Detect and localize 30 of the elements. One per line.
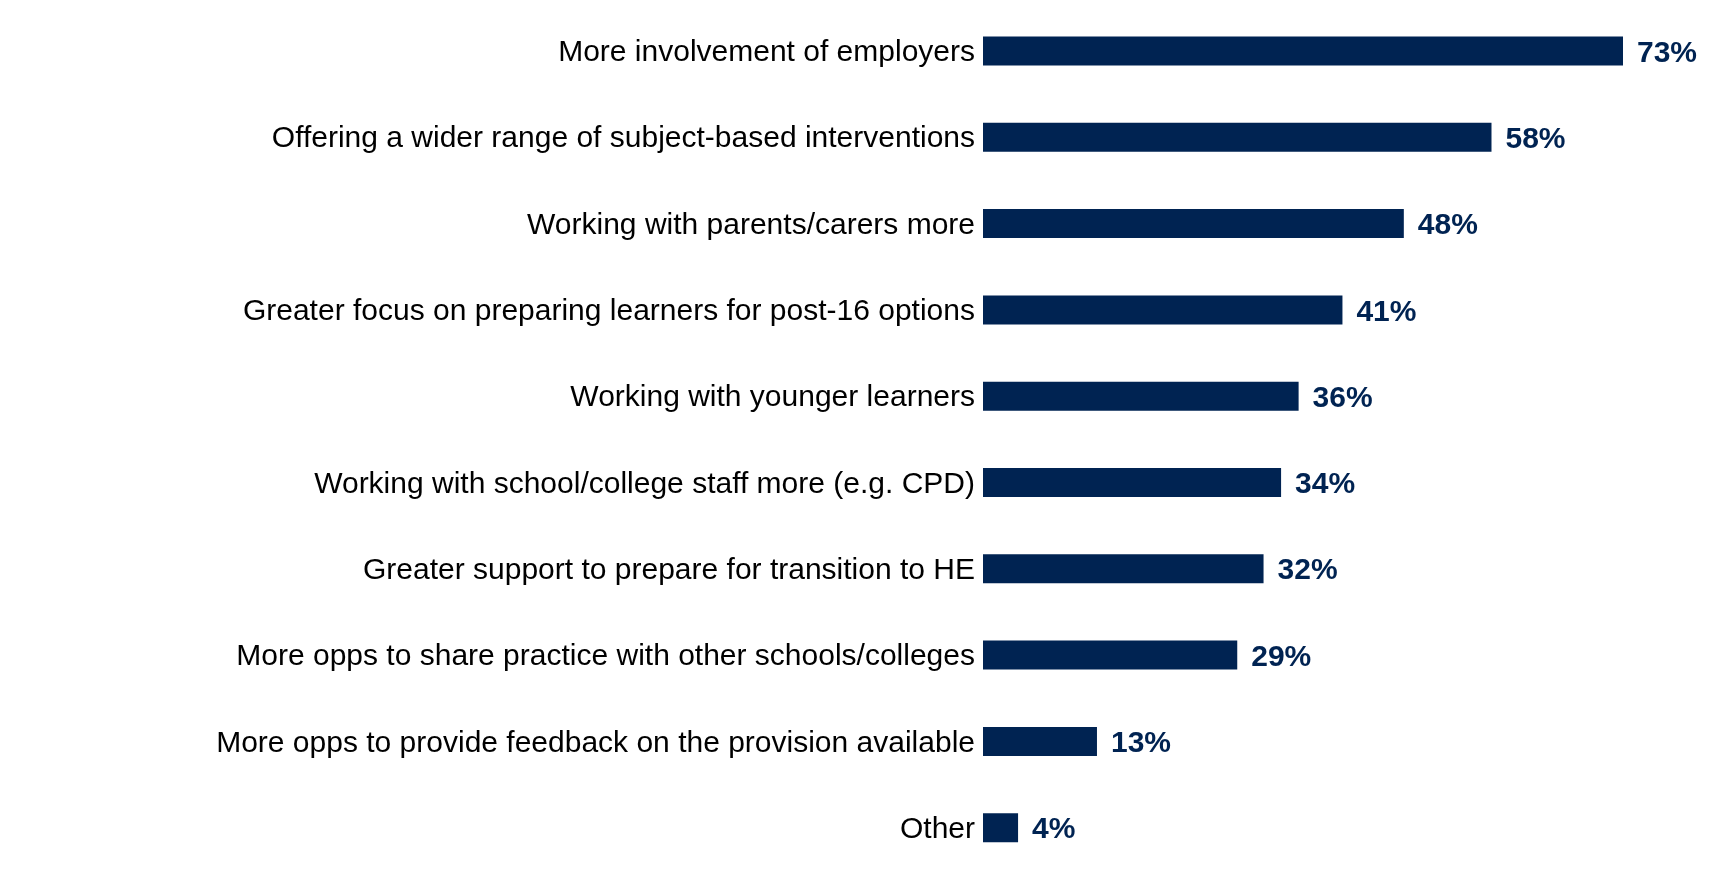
y-tick-label: More opps to share practice with other schools/colleges bbox=[236, 638, 975, 672]
bar bbox=[983, 554, 1264, 584]
data-label: 29% bbox=[1251, 638, 1312, 672]
data-label: 4% bbox=[1032, 811, 1076, 845]
y-tick-label: Working with younger learners bbox=[570, 379, 975, 413]
y-tick-label: Offering a wider range of subject-based interventions bbox=[271, 120, 975, 154]
bar bbox=[983, 122, 1492, 152]
y-tick-label: More involvement of employers bbox=[558, 34, 975, 68]
data-label: 13% bbox=[1110, 725, 1172, 759]
data-label: 41% bbox=[1356, 293, 1417, 327]
y-tick-label: Other bbox=[899, 810, 976, 844]
data-label: 32% bbox=[1277, 552, 1338, 586]
data-label: 58% bbox=[1505, 120, 1566, 154]
bar bbox=[983, 813, 1019, 843]
y-tick-label: Greater focus on preparing learners for post-16 options bbox=[242, 293, 975, 327]
bar bbox=[983, 36, 1623, 66]
bar bbox=[983, 640, 1238, 670]
bar bbox=[983, 209, 1404, 239]
data-label: 34% bbox=[1295, 466, 1356, 500]
y-tick-label: More opps to provide feedback on the provision available bbox=[216, 724, 975, 758]
bar bbox=[983, 381, 1299, 411]
bar bbox=[983, 295, 1343, 325]
data-label: 36% bbox=[1312, 379, 1373, 413]
y-tick-label: Greater support to prepare for transition to HE bbox=[363, 551, 975, 585]
y-tick-label: Working with school/college staff more (e.g. CPD) bbox=[314, 465, 975, 499]
data-label: 48% bbox=[1417, 207, 1478, 241]
bar bbox=[983, 467, 1282, 497]
y-tick-label: Working with parents/carers more bbox=[527, 206, 975, 240]
bar bbox=[983, 726, 1097, 756]
data-label: 73% bbox=[1637, 34, 1698, 68]
